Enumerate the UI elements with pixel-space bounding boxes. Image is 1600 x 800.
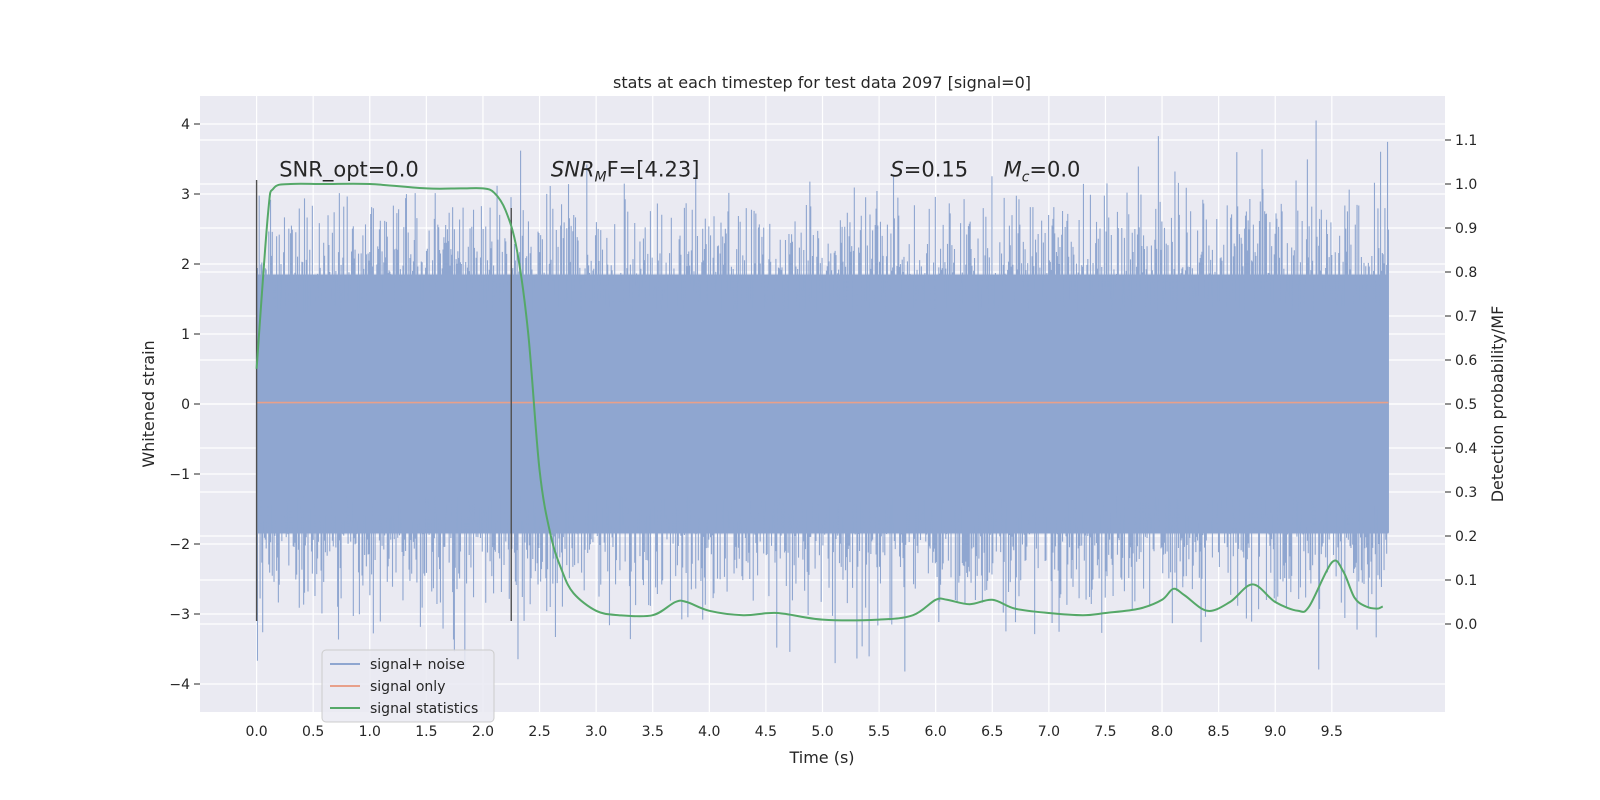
y-right-tick-label: 0.6	[1455, 353, 1477, 369]
x-tick-label: 2.5	[528, 724, 550, 740]
legend-entry: signal+ noise	[370, 657, 465, 673]
y-right-tick-label: 1.0	[1455, 177, 1477, 193]
annotation: SNR_opt=0.0	[279, 158, 419, 183]
legend: signal+ noise signal only signal statistic…	[321, 649, 495, 723]
signal-statistics-line	[255, 182, 1384, 622]
x-axis-label: Time (s)	[788, 748, 854, 767]
x-tick-label: 1.5	[415, 724, 437, 740]
tick-labels: 0.0 0.5 1.0 1.5 2.0 2.5 3.0 3.5 4.0 4.5 5.0 5.5 6.0 6…	[169, 117, 1477, 740]
x-tick-label: 5.0	[811, 724, 833, 740]
y-right-tick-label: 0.9	[1455, 221, 1477, 237]
chart-marks	[255, 180, 1389, 622]
y-axis-label-right: Detection probability/MF	[1488, 306, 1507, 503]
chart-title: stats at each timestep for test data 209…	[613, 73, 1031, 92]
y-left-tick-label: 3	[181, 187, 190, 203]
y-left-tick-label: 0	[181, 397, 190, 413]
y-right-tick-label: 0.5	[1455, 397, 1477, 413]
x-tick-label: 6.0	[925, 724, 947, 740]
x-tick-label: 0.0	[245, 724, 267, 740]
legend-entry: signal only	[370, 679, 445, 695]
legend-box	[321, 649, 495, 723]
y-right-tick-label: 0.4	[1455, 441, 1477, 457]
y-right-tick-label: 0.0	[1455, 617, 1477, 633]
x-tick-label: 0.5	[302, 724, 324, 740]
y-left-tick-label: 2	[181, 257, 190, 273]
y-left-tick-label: −3	[169, 607, 190, 623]
annotation: SNRMF=[4.23]	[551, 158, 700, 186]
y-left-tick-label: −2	[169, 537, 190, 553]
y-right-tick-label: 0.8	[1455, 265, 1477, 281]
x-tick-label: 9.0	[1264, 724, 1286, 740]
y-left-tick-label: 4	[181, 117, 190, 133]
y-left-tick-label: −4	[169, 677, 190, 693]
x-tick-label: 1.0	[359, 724, 381, 740]
y-right-tick-label: 0.7	[1455, 309, 1477, 325]
x-tick-label: 5.5	[868, 724, 890, 740]
y-right-tick-label: 1.1	[1455, 133, 1477, 149]
x-tick-label: 8.5	[1208, 724, 1230, 740]
x-tick-label: 4.0	[698, 724, 720, 740]
y-left-tick-label: 1	[181, 327, 190, 343]
x-tick-label: 4.5	[755, 724, 777, 740]
y-right-tick-label: 0.2	[1455, 529, 1477, 545]
annotations: SNR_opt=0.0 SNRMF=[4.23] S=0.15 Mc=0.0	[279, 158, 1080, 186]
x-tick-label: 3.5	[642, 724, 664, 740]
x-tick-label: 8.0	[1151, 724, 1173, 740]
x-tick-label: 3.0	[585, 724, 607, 740]
x-tick-label: 9.5	[1321, 724, 1343, 740]
legend-entry: signal statistics	[370, 701, 478, 717]
x-tick-label: 7.0	[1038, 724, 1060, 740]
x-tick-label: 2.0	[472, 724, 494, 740]
x-tick-label: 6.5	[981, 724, 1003, 740]
y-axis-label-left: Whitened strain	[139, 340, 158, 467]
y-left-tick-label: −1	[169, 467, 190, 483]
y-right-tick-label: 0.1	[1455, 573, 1477, 589]
annotation: Mc=0.0	[1004, 158, 1081, 186]
y-right-tick-label: 0.3	[1455, 485, 1477, 501]
annotation: S=0.15	[890, 158, 968, 182]
noise-series	[256, 120, 1389, 672]
x-tick-label: 7.5	[1094, 724, 1116, 740]
